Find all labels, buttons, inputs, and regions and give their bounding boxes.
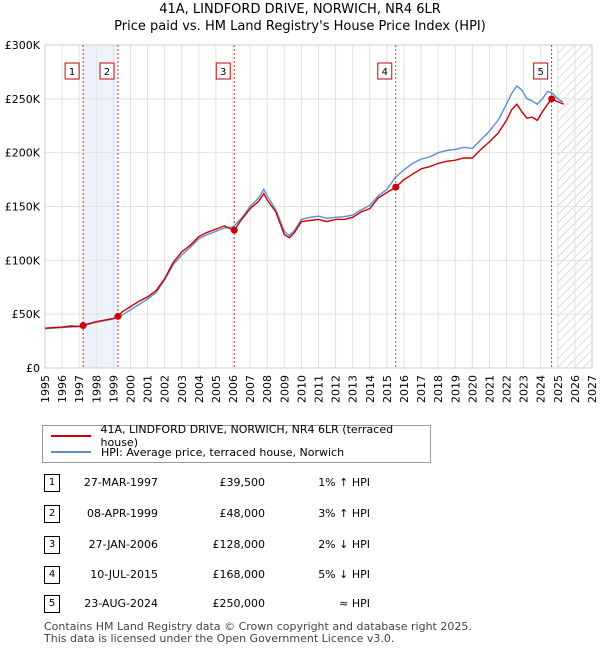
legend-line-hpi	[51, 451, 91, 453]
transaction-row: 4 10-JUL-2015 £168,000 5% ↓ HPI	[0, 566, 600, 584]
x-tick-label: 2010	[295, 375, 308, 403]
x-tick-label: 1997	[73, 375, 86, 403]
transaction-hpi: 5% ↓ HPI	[318, 568, 370, 581]
hpi-series-line	[44, 84, 564, 330]
x-tick-label: 2025	[552, 375, 565, 403]
sale-marker	[230, 226, 238, 234]
x-tick-label: 2012	[330, 375, 343, 403]
x-tick-label: 2020	[466, 375, 479, 403]
x-tick-label: 2017	[415, 375, 428, 403]
sale-marker	[392, 183, 400, 191]
x-tick-label: 2002	[159, 375, 172, 403]
transaction-price: £128,000	[212, 538, 266, 551]
transaction-row: 2 08-APR-1999 £48,000 3% ↑ HPI	[0, 505, 600, 523]
x-tick-label: 2000	[124, 375, 137, 403]
transaction-date: 10-JUL-2015	[90, 568, 158, 581]
sale-label: 5	[537, 67, 543, 78]
legend-label-hpi: HPI: Average price, terraced house, Norw…	[101, 445, 345, 459]
transaction-row: 3 27-JAN-2006 £128,000 2% ↓ HPI	[0, 536, 600, 554]
legend-label-property: 41A, LINDFORD DRIVE, NORWICH, NR4 6LR (t…	[100, 423, 394, 449]
x-tick-label: 2009	[278, 375, 291, 403]
legend-item-hpi: HPI: Average price, terraced house, Norw…	[51, 445, 344, 459]
chart-title: 41A, LINDFORD DRIVE, NORWICH, NR4 6LR	[159, 2, 441, 17]
x-tick-label: 2015	[381, 375, 394, 403]
transaction-price: £250,000	[212, 597, 266, 610]
x-tick-label: 2021	[483, 375, 496, 403]
x-tick-label: 2022	[501, 375, 514, 403]
x-tick-label: 2001	[142, 375, 155, 403]
sale-label: 2	[104, 67, 110, 78]
transaction-price: £39,500	[219, 476, 266, 489]
x-tick-label: 1999	[107, 375, 120, 403]
x-tick-label: 2008	[261, 375, 274, 403]
transaction-date: 08-APR-1999	[86, 507, 158, 520]
x-tick-label: 2011	[313, 375, 326, 403]
transaction-row: 5 23-AUG-2024 £250,000 ≈ HPI	[0, 595, 600, 613]
x-tick-label: 2026	[569, 375, 582, 403]
plot-frame	[44, 44, 593, 369]
x-tick-label: 2019	[449, 375, 462, 403]
y-tick-label: £50K	[12, 308, 41, 321]
transaction-date: 27-JAN-2006	[88, 538, 158, 551]
sale-label: 1	[69, 67, 75, 78]
transaction-date: 23-AUG-2024	[84, 597, 158, 610]
x-tick-label: 1996	[56, 375, 69, 403]
legend-item-property: 41A, LINDFORD DRIVE, NORWICH, NR4 6LR (t…	[51, 423, 430, 449]
sale-label-box	[377, 62, 393, 80]
x-tick-label: 2016	[398, 375, 411, 403]
transaction-hpi: ≈ HPI	[339, 597, 370, 610]
y-tick-label: £300K	[5, 39, 41, 52]
y-tick-label: £100K	[5, 254, 41, 267]
x-tick-label: 2014	[364, 375, 377, 403]
x-tick-label: 1998	[90, 375, 103, 403]
footer-licence: This data is licensed under the Open Gov…	[44, 632, 395, 645]
transaction-price: £168,000	[212, 568, 266, 581]
x-tick-label: 2013	[347, 375, 360, 403]
sale-marker	[548, 95, 556, 103]
transaction-hpi: 3% ↑ HPI	[318, 507, 370, 520]
y-tick-label: £200K	[5, 147, 41, 160]
transaction-number: 5	[44, 595, 60, 613]
transaction-price: £48,000	[219, 507, 266, 520]
transaction-hpi: 2% ↓ HPI	[318, 538, 370, 551]
price-chart: 1 2 3 4 5 £0 £50K £100K £150K £200K £250K £300K 1995…	[5, 39, 599, 403]
legend-line-property	[51, 435, 91, 437]
x-tick-label: 2004	[193, 375, 206, 403]
transaction-number: 3	[44, 536, 60, 554]
sale-marker	[79, 321, 87, 329]
transaction-date: 27-MAR-1997	[83, 476, 158, 489]
y-tick-label: £150K	[5, 201, 41, 214]
sale-label-box	[533, 62, 549, 80]
transaction-number: 1	[44, 474, 60, 492]
property-series-line	[44, 97, 565, 329]
sale-label-box	[99, 62, 115, 80]
y-tick-label: £0	[26, 362, 40, 375]
chart-legend: 41A, LINDFORD DRIVE, NORWICH, NR4 6LR (t…	[42, 423, 431, 463]
transaction-row: 1 27-MAR-1997 £39,500 1% ↑ HPI	[0, 474, 600, 492]
x-tick-label: 2006	[227, 375, 240, 403]
sale-label: 3	[220, 67, 226, 78]
x-tick-label: 2027	[586, 375, 599, 403]
sale-label: 4	[382, 67, 388, 78]
chart-subtitle: Price paid vs. HM Land Registry's House …	[114, 19, 486, 34]
transaction-number: 4	[44, 566, 60, 584]
x-tick-label: 2018	[432, 375, 445, 403]
x-tick-label: 2023	[518, 375, 531, 403]
sale-label-box	[64, 62, 80, 80]
x-tick-label: 2003	[176, 375, 189, 403]
transaction-hpi: 1% ↑ HPI	[318, 476, 370, 489]
sale-label-box	[215, 62, 231, 80]
sale-marker	[114, 312, 122, 320]
x-tick-label: 2007	[244, 375, 257, 403]
y-tick-label: £250K	[5, 93, 41, 106]
transaction-number: 2	[44, 505, 60, 523]
x-tick-label: 2024	[535, 375, 548, 403]
x-tick-label: 2005	[210, 375, 223, 403]
x-tick-label: 1995	[39, 375, 52, 403]
footer-copyright: Contains HM Land Registry data © Crown c…	[44, 620, 472, 633]
